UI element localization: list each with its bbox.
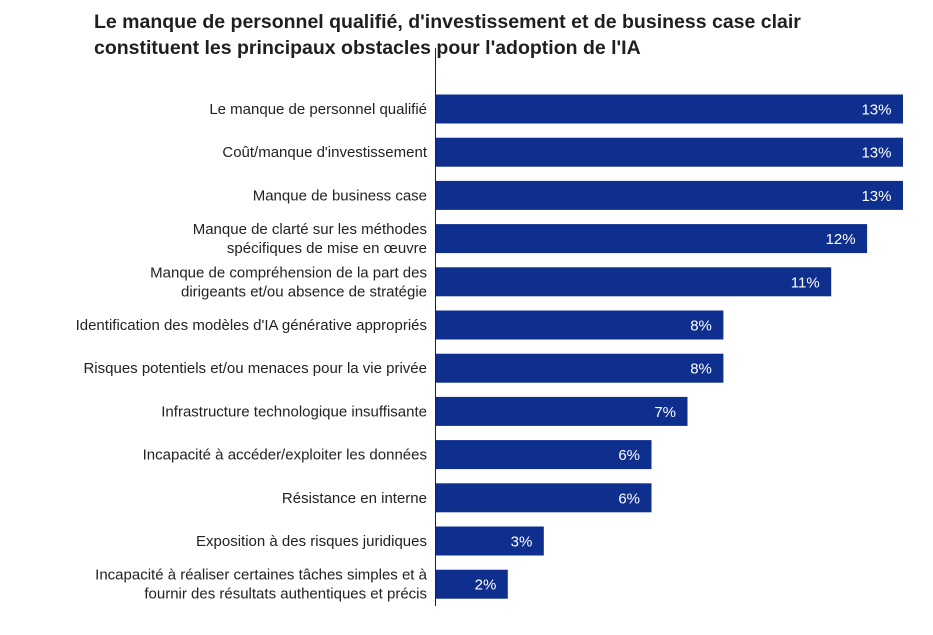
category-label-12: Incapacité à réaliser certaines tâches s… bbox=[95, 567, 427, 603]
category-label-10: Résistance en interne bbox=[282, 490, 427, 507]
category-labels-group: Le manque de personnel qualifié Coût/manq… bbox=[76, 101, 428, 603]
bar-12 bbox=[436, 569, 508, 599]
data-label-7: 8% bbox=[690, 361, 712, 378]
category-label-5: Manque de compréhension de la part des di… bbox=[150, 264, 427, 300]
data-label-4: 12% bbox=[826, 231, 856, 248]
category-label-7: Risques potentiels et/ou menaces pour la… bbox=[83, 360, 427, 377]
bar-8 bbox=[436, 396, 688, 426]
bar-5 bbox=[436, 267, 832, 297]
bar-1 bbox=[436, 94, 903, 124]
value-labels-group: 13% 13% 13% 12% 11% 8% 8% 7% 6% 6% 3% 2% bbox=[475, 102, 892, 594]
category-label-3: Manque de business case bbox=[253, 187, 427, 204]
data-label-11: 3% bbox=[511, 534, 533, 551]
data-label-8: 7% bbox=[654, 404, 676, 421]
category-label-4: Manque de clarté sur les méthodes spécifi… bbox=[193, 221, 427, 257]
bars-group bbox=[436, 94, 903, 599]
category-label-6: Identification des modèles d'IA générati… bbox=[76, 317, 427, 334]
category-label-9: Incapacité à accéder/exploiter les donné… bbox=[143, 447, 427, 464]
category-label-11: Exposition à des risques juridiques bbox=[196, 533, 427, 550]
bar-10 bbox=[436, 483, 652, 513]
bar-3 bbox=[436, 180, 903, 210]
chart-title-line-1: Le manque de personnel qualifié, d'inves… bbox=[94, 11, 801, 33]
category-label-1: Le manque de personnel qualifié bbox=[209, 101, 427, 118]
bar-6 bbox=[436, 310, 724, 340]
bar-9 bbox=[436, 440, 652, 470]
category-label-2: Coût/manque d'investissement bbox=[222, 144, 427, 161]
data-label-6: 8% bbox=[690, 318, 712, 335]
data-label-1: 13% bbox=[861, 102, 891, 119]
data-label-9: 6% bbox=[618, 447, 640, 464]
bar-4 bbox=[436, 224, 868, 254]
chart-title-line-2: constituent les principaux obstacles pou… bbox=[94, 37, 641, 59]
data-label-10: 6% bbox=[618, 490, 640, 507]
data-label-3: 13% bbox=[861, 188, 891, 205]
chart-title: Le manque de personnel qualifié, d'inves… bbox=[94, 9, 894, 61]
bar-7 bbox=[436, 353, 724, 383]
bar-11 bbox=[436, 526, 544, 556]
bar-2 bbox=[436, 137, 903, 167]
data-label-2: 13% bbox=[861, 145, 891, 162]
data-label-5: 11% bbox=[791, 274, 820, 291]
category-label-8: Infrastructure technologique insuffisant… bbox=[161, 403, 427, 420]
data-label-12: 2% bbox=[475, 577, 497, 594]
